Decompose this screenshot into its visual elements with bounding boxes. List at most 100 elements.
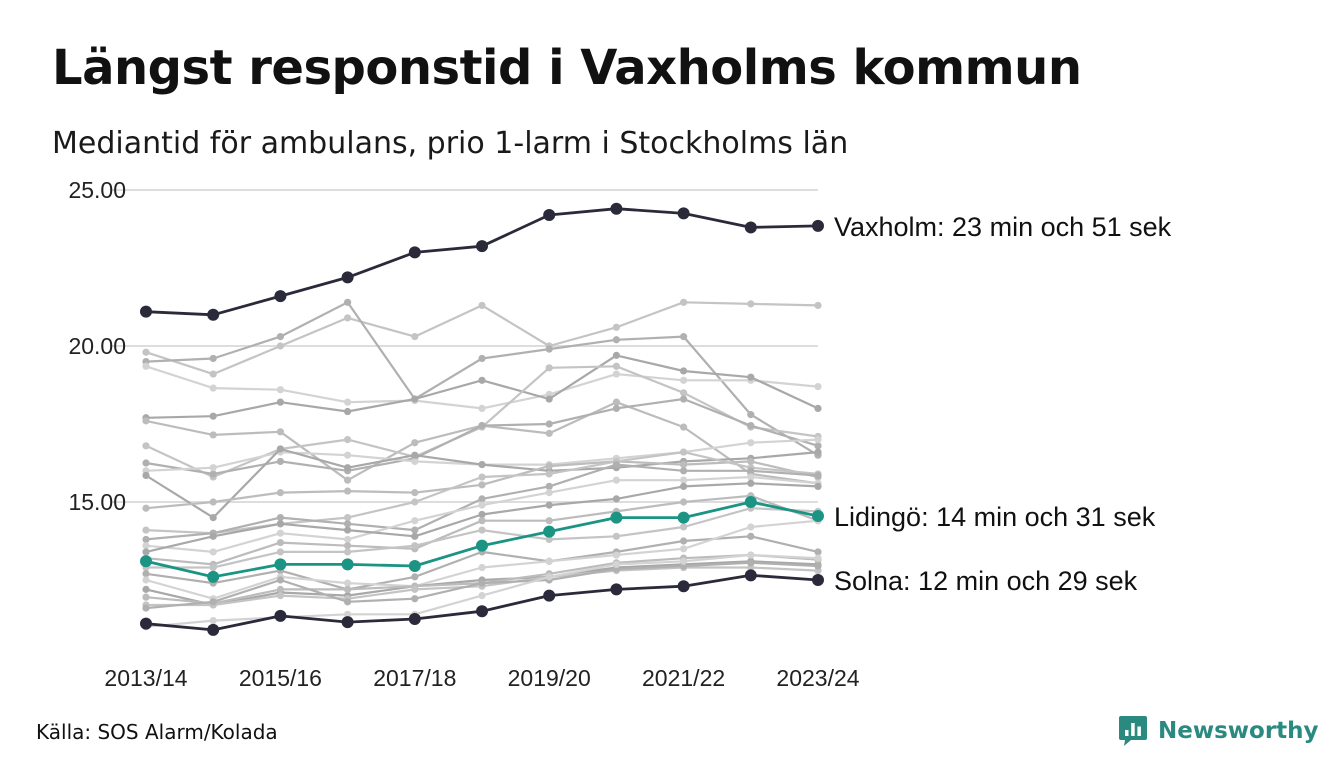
data-point bbox=[610, 202, 623, 215]
data-point bbox=[411, 526, 419, 534]
data-point bbox=[276, 398, 284, 406]
data-point bbox=[344, 535, 352, 544]
data-point bbox=[411, 498, 419, 506]
data-point bbox=[747, 421, 755, 430]
data-point bbox=[411, 395, 419, 403]
data-point bbox=[276, 576, 284, 584]
data-point bbox=[209, 616, 217, 625]
data-point bbox=[276, 514, 284, 522]
data-point bbox=[276, 592, 284, 600]
x-tick-label: 2019/20 bbox=[508, 665, 591, 691]
x-tick-label: 2021/22 bbox=[642, 665, 725, 691]
y-axis-ticks: 25.00 20.00 15.00 bbox=[68, 177, 126, 515]
data-point bbox=[612, 560, 621, 569]
data-point bbox=[341, 616, 354, 629]
data-point bbox=[411, 439, 419, 447]
data-point bbox=[612, 495, 621, 503]
data-point bbox=[610, 583, 623, 596]
chart-title: Längst responstid i Vaxholms kommun bbox=[52, 40, 1082, 96]
data-point bbox=[814, 404, 822, 412]
data-point bbox=[476, 240, 488, 253]
y-tick-label: 25.00 bbox=[68, 177, 126, 203]
data-point bbox=[344, 520, 352, 528]
y-tick-label: 20.00 bbox=[68, 333, 126, 359]
data-point bbox=[344, 610, 352, 618]
data-point bbox=[814, 382, 822, 391]
data-point bbox=[276, 428, 284, 436]
data-point bbox=[478, 495, 486, 503]
data-point bbox=[344, 451, 352, 459]
data-point bbox=[747, 551, 755, 559]
data-point bbox=[680, 448, 688, 456]
data-point bbox=[207, 570, 220, 583]
data-point bbox=[747, 523, 755, 531]
data-point bbox=[344, 476, 352, 484]
data-point bbox=[209, 412, 217, 420]
data-point bbox=[747, 411, 755, 419]
data-point bbox=[612, 351, 621, 359]
data-point bbox=[747, 457, 755, 466]
data-point bbox=[209, 354, 217, 363]
background-series-line bbox=[142, 479, 822, 556]
data-point bbox=[814, 448, 822, 456]
data-point bbox=[411, 489, 419, 497]
data-point bbox=[142, 535, 150, 544]
data-point bbox=[747, 479, 755, 487]
data-point bbox=[140, 305, 152, 318]
data-point bbox=[276, 529, 284, 537]
newsworthy-logo-icon bbox=[1119, 716, 1147, 746]
data-point bbox=[812, 219, 824, 232]
data-point bbox=[677, 511, 690, 524]
data-point bbox=[209, 532, 217, 540]
data-point bbox=[680, 537, 688, 545]
data-point bbox=[680, 389, 688, 397]
data-point bbox=[744, 221, 757, 234]
data-point bbox=[612, 532, 621, 540]
data-point bbox=[344, 585, 352, 593]
data-point bbox=[814, 471, 822, 480]
data-point bbox=[680, 545, 688, 553]
data-point bbox=[543, 208, 556, 221]
data-point bbox=[478, 354, 486, 363]
data-point bbox=[478, 376, 486, 384]
data-point bbox=[747, 467, 755, 475]
background-series-line bbox=[142, 473, 822, 556]
series-end-label: Lidingö: 14 min och 31 sek bbox=[834, 502, 1156, 532]
data-point bbox=[680, 557, 688, 565]
data-point bbox=[478, 301, 486, 310]
source-note: Källa: SOS Alarm/Kolada bbox=[36, 720, 278, 744]
data-point bbox=[476, 539, 488, 552]
data-point bbox=[276, 445, 284, 453]
data-point bbox=[478, 501, 486, 509]
data-point bbox=[142, 548, 150, 556]
data-point bbox=[142, 348, 150, 356]
data-point bbox=[142, 593, 150, 601]
data-point bbox=[344, 579, 352, 587]
data-point bbox=[142, 417, 150, 425]
data-point bbox=[478, 460, 486, 469]
data-point bbox=[142, 604, 150, 612]
data-point bbox=[747, 373, 755, 381]
data-point bbox=[747, 439, 755, 447]
data-point bbox=[276, 548, 284, 556]
data-point bbox=[478, 563, 486, 572]
data-point bbox=[812, 510, 824, 523]
data-point bbox=[612, 336, 621, 344]
data-point bbox=[274, 558, 287, 571]
data-point bbox=[142, 585, 150, 593]
data-point bbox=[680, 467, 688, 475]
data-point bbox=[209, 548, 217, 556]
data-point bbox=[545, 501, 553, 509]
data-point bbox=[545, 470, 553, 478]
data-point bbox=[344, 548, 352, 556]
background-series-line bbox=[142, 362, 822, 412]
data-point bbox=[814, 554, 822, 562]
data-point bbox=[612, 551, 621, 559]
data-point bbox=[814, 562, 822, 570]
data-point bbox=[680, 476, 688, 484]
data-point bbox=[140, 555, 152, 568]
data-point bbox=[814, 548, 822, 556]
data-point bbox=[209, 464, 217, 472]
x-tick-label: 2017/18 bbox=[373, 665, 456, 691]
